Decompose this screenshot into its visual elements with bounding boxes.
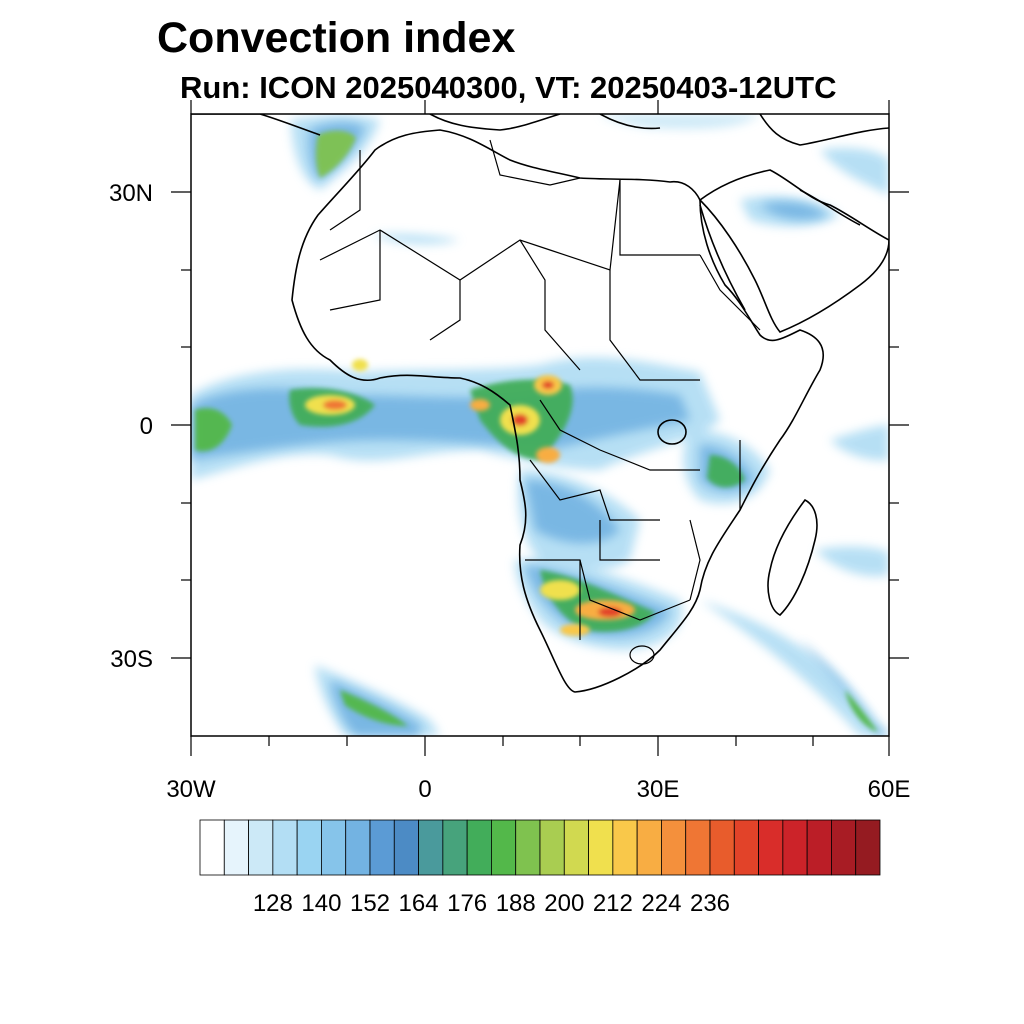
colorbar-swatch: [588, 819, 614, 876]
colorbar-swatch: [369, 819, 395, 876]
colorbar-swatch: [321, 819, 347, 876]
convection-field: [191, 114, 889, 736]
lat-tick-label: 30S: [110, 646, 153, 673]
colorbar-swatch: [466, 819, 492, 876]
colorbar-swatch: [855, 819, 881, 876]
colorbar-swatch: [733, 819, 759, 876]
colorbar: [199, 819, 881, 876]
lon-tick-label: 30W: [166, 776, 216, 803]
lat-tick-label: 0: [140, 413, 153, 440]
tick-marks: [171, 100, 909, 756]
colorbar-swatch: [296, 819, 322, 876]
colorbar-swatch: [272, 819, 298, 876]
country-borders: [319, 139, 761, 665]
colorbar-swatch: [248, 819, 274, 876]
colorbar-swatch: [636, 819, 662, 876]
colorbar-swatch: [223, 819, 249, 876]
colorbar-swatch: [199, 819, 225, 876]
map-subtitle: Run: ICON 2025040300, VT: 20250403-12UTC: [180, 70, 837, 105]
colorbar-label: 176: [447, 890, 487, 917]
colorbar-label: 164: [399, 890, 439, 917]
colorbar-label: 236: [690, 890, 730, 917]
colorbar-swatch: [563, 819, 589, 876]
colorbar-label: 152: [350, 890, 390, 917]
colorbar-swatch: [393, 819, 419, 876]
lon-tick-label: 30E: [637, 776, 680, 803]
colorbar-swatch: [539, 819, 565, 876]
colorbar-swatch: [831, 819, 857, 876]
colorbar-label: 140: [301, 890, 341, 917]
colorbar-swatch: [515, 819, 541, 876]
lon-tick-label: 60E: [868, 776, 911, 803]
colorbar-label: 128: [253, 890, 293, 917]
colorbar-swatch: [782, 819, 808, 876]
colorbar-label: 212: [593, 890, 633, 917]
colorbar-swatch: [709, 819, 735, 876]
colorbar-swatch: [612, 819, 638, 876]
colorbar-swatch: [345, 819, 371, 876]
colorbar-swatch: [806, 819, 832, 876]
colorbar-swatch: [685, 819, 711, 876]
colorbar-labels: 128 140 152 164 176 188 200 212 224 236: [253, 890, 730, 917]
colorbar-label: 188: [496, 890, 536, 917]
colorbar-swatch: [661, 819, 687, 876]
map-title: Convection index: [157, 14, 516, 62]
lon-tick-label: 0: [418, 776, 431, 803]
colorbar-swatch: [758, 819, 784, 876]
colorbar-swatch: [491, 819, 517, 876]
colorbar-swatch: [442, 819, 468, 876]
colorbar-label: 200: [544, 890, 584, 917]
lat-tick-label: 30N: [109, 180, 153, 207]
colorbar-swatch: [418, 819, 444, 876]
colorbar-label: 224: [641, 890, 681, 917]
